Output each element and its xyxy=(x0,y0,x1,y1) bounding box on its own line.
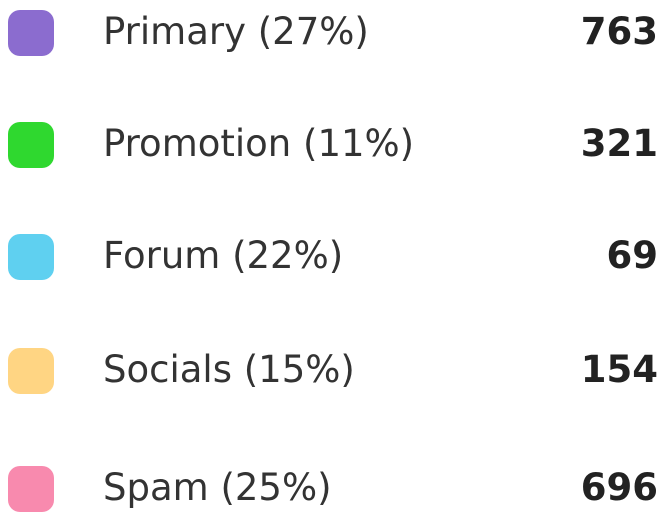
legend-item-count: 763 xyxy=(580,10,658,53)
spam-color-swatch xyxy=(8,466,54,512)
legend-item-label: Forum (22%) xyxy=(103,234,344,277)
legend-item-label: Primary (27%) xyxy=(103,10,369,53)
legend-item-count: 69 xyxy=(606,234,659,277)
forum-color-swatch xyxy=(8,234,54,280)
legend-item-forum: Forum (22%) 69 xyxy=(0,226,664,286)
legend-item-count: 154 xyxy=(580,348,658,391)
primary-color-swatch xyxy=(8,10,54,56)
legend-item-label: Promotion (11%) xyxy=(103,122,415,165)
legend-item-label: Spam (25%) xyxy=(103,466,332,509)
legend-item-socials: Socials (15%) 154 xyxy=(0,340,664,400)
legend-item-promotion: Promotion (11%) 321 xyxy=(0,114,664,174)
socials-color-swatch xyxy=(8,348,54,394)
promotion-color-swatch xyxy=(8,122,54,168)
legend-item-spam: Spam (25%) 696 xyxy=(0,458,664,518)
legend-item-count: 321 xyxy=(580,122,658,165)
legend-item-primary: Primary (27%) 763 xyxy=(0,2,664,62)
legend-item-count: 696 xyxy=(580,466,658,509)
legend-item-label: Socials (15%) xyxy=(103,348,355,391)
